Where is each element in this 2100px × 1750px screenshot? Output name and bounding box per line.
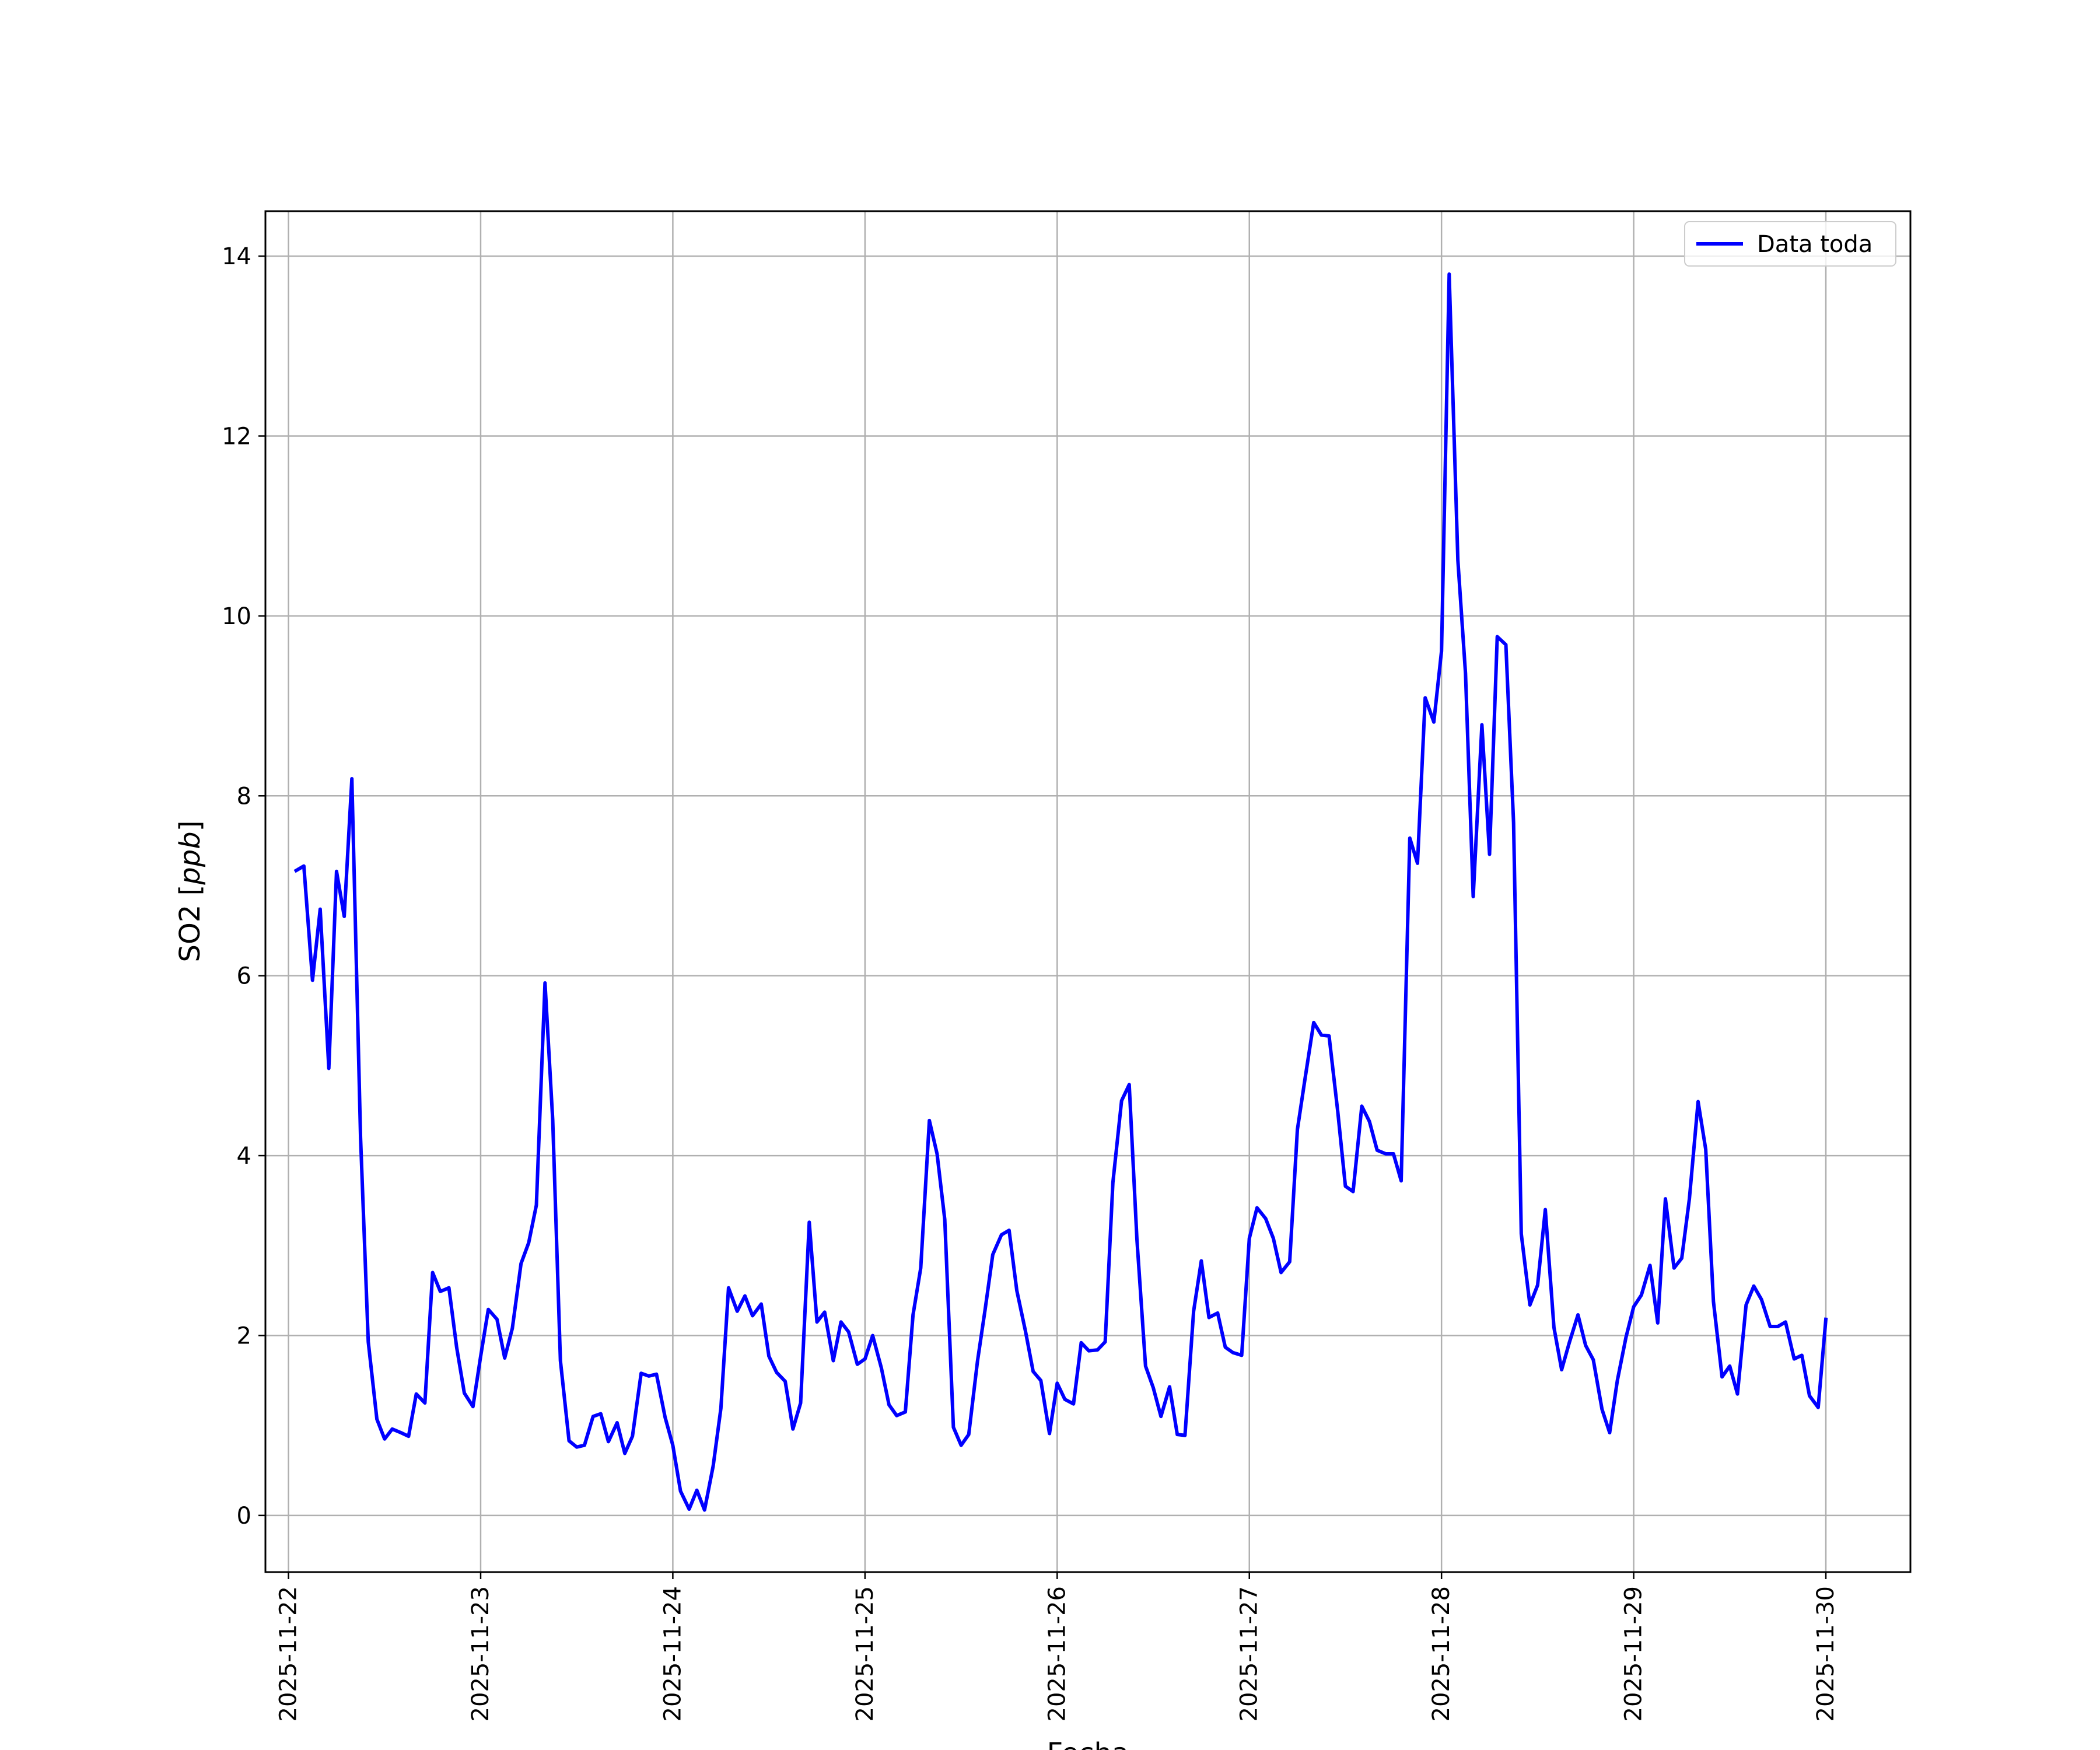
y-axis-ticks: 0 2 4 6 8 10 12 14 [222,243,265,1530]
y-tick-label: 2 [237,1322,251,1349]
legend: Data toda [1684,221,1896,267]
y-tick-label: 0 [237,1503,251,1530]
y-axis-title: SO2 [ppb] [174,821,206,963]
x-tick-label: 2025-11-25 [852,1586,878,1721]
x-tick-label: 2025-11-24 [659,1586,686,1721]
y-axis-title-close: ] [174,821,206,832]
x-tick-label: 2025-11-29 [1620,1586,1647,1721]
y-tick-label: 14 [222,243,251,270]
x-tick-label: 2025-11-23 [467,1586,494,1721]
y-axis-title-unit: ppb [174,831,206,885]
series-line-0 [293,272,1828,1512]
y-tick-label: 10 [222,603,251,630]
x-tick-label: 2025-11-30 [1812,1586,1839,1721]
x-tick-label: 2025-11-27 [1236,1586,1263,1721]
y-tick-label: 6 [237,963,251,990]
x-tick-label: 2025-11-26 [1044,1586,1070,1721]
plot-area [265,211,1910,1572]
x-axis-title: Fecha [1047,1737,1129,1750]
x-axis-ticks: 2025-11-22 2025-11-23 2025-11-24 2025-11-25… [275,1572,1839,1721]
legend-box [1684,221,1896,267]
x-tick-label: 2025-11-22 [275,1586,302,1721]
y-tick-label: 12 [222,423,251,450]
legend-label: Data toda [1757,231,1873,258]
x-tick-label: 2025-11-28 [1428,1586,1455,1721]
y-tick-label: 4 [237,1143,251,1170]
plot-frame [264,210,1912,1573]
y-axis-title-main: SO2 [ [174,885,206,963]
series-layer [293,272,1828,1512]
y-tick-label: 8 [237,783,251,810]
